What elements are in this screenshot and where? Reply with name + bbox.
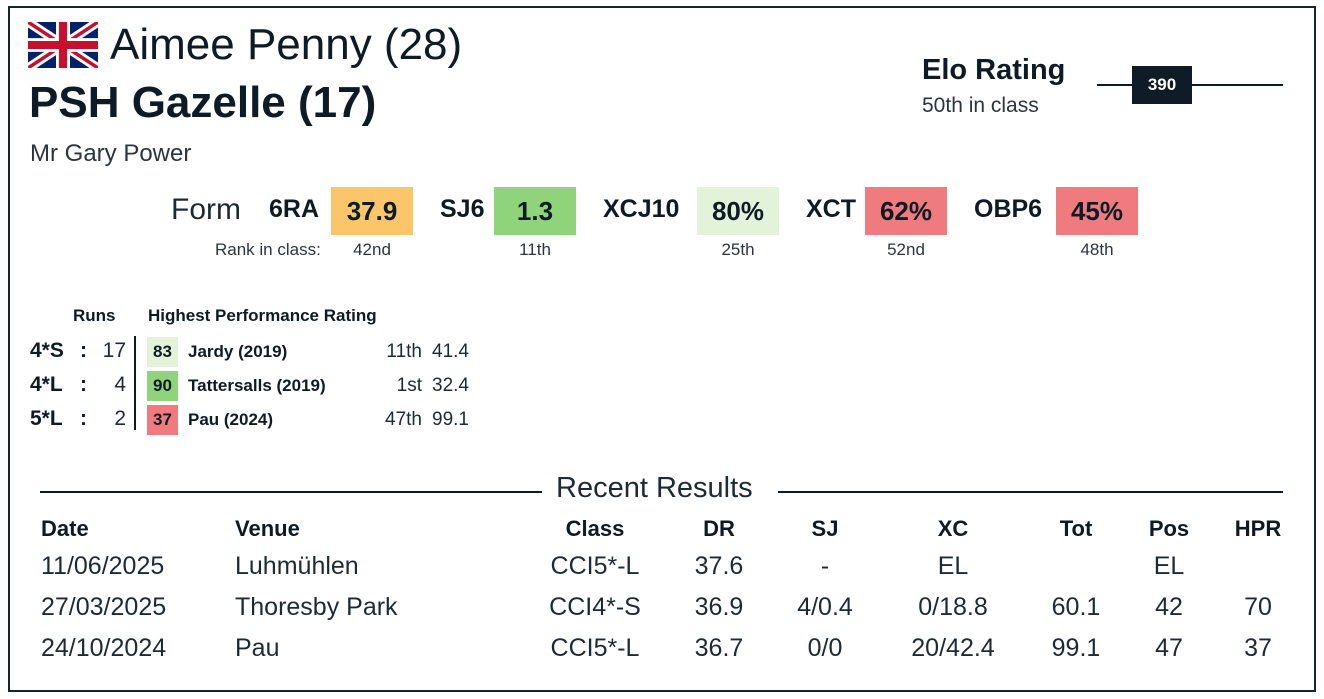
result-class: CCI5*-L — [550, 552, 640, 580]
result-pos: 42 — [1155, 593, 1183, 621]
form-key-xct: XCT — [806, 195, 856, 223]
result-dr: 36.9 — [694, 593, 744, 621]
col-header-sj: SJ — [811, 516, 839, 541]
result-xc: EL — [937, 552, 969, 580]
col-header-class: Class — [565, 516, 625, 541]
rider-name: Aimee Penny (28) — [110, 20, 463, 69]
hpr-penalties: 99.1 — [432, 409, 469, 430]
union-jack-flag-icon — [28, 22, 98, 68]
result-date: 11/06/2025 — [41, 552, 165, 580]
result-date: 24/10/2024 — [41, 634, 167, 662]
result-date: 27/03/2025 — [41, 593, 167, 621]
hpr-runs: 17 — [102, 339, 126, 362]
hpr-level: 5*L — [30, 407, 63, 430]
result-pos: EL — [1153, 552, 1185, 580]
result-xc: 20/42.4 — [911, 634, 995, 662]
form-key-6ra: 6RA — [269, 195, 320, 223]
profile-card — [8, 6, 1316, 692]
runs-header: Runs — [73, 306, 116, 325]
hpr-divider — [134, 336, 136, 430]
result-pos: 47 — [1155, 634, 1183, 662]
result-xc: 0/18.8 — [918, 593, 988, 621]
hpr-colon: : — [80, 373, 87, 396]
form-rank-sj6: 11th — [519, 240, 551, 259]
form-rank-xcj10: 25th — [721, 240, 755, 259]
hpr-colon: : — [80, 407, 87, 430]
hpr-penalties: 32.4 — [432, 375, 469, 396]
col-header-tot: Tot — [1059, 516, 1093, 541]
result-venue: Luhmühlen — [235, 552, 359, 580]
elo-title: Elo Rating — [922, 54, 1066, 86]
hpr-header: Highest Performance Rating — [148, 306, 377, 325]
form-value-obp6: 45% — [1056, 187, 1138, 235]
recent-results-rule-left — [40, 491, 542, 493]
elo-value-badge: 390 — [1132, 66, 1192, 104]
elo-rank: 50th in class — [922, 94, 1039, 117]
horse-name: PSH Gazelle (17) — [29, 78, 377, 127]
hpr-position: 1st — [396, 375, 422, 396]
owner-name: Mr Gary Power — [30, 140, 192, 167]
result-sj: - — [820, 552, 830, 580]
form-rank-6ra: 42nd — [353, 240, 391, 259]
result-class: CCI4*-S — [549, 593, 641, 621]
rank-in-class-label: Rank in class: — [215, 240, 321, 259]
result-tot: 99.1 — [1051, 634, 1101, 662]
form-key-sj6: SJ6 — [440, 195, 485, 223]
form-value-xcj10: 80% — [697, 187, 779, 235]
recent-results-rule-right — [778, 491, 1283, 493]
result-hpr: 37 — [1244, 634, 1272, 662]
form-key-obp6: OBP6 — [974, 195, 1043, 223]
form-value-sj6: 1.3 — [494, 187, 576, 235]
col-header-xc: XC — [937, 516, 969, 541]
hpr-runs: 4 — [114, 373, 126, 396]
hpr-level: 4*L — [30, 373, 63, 396]
result-tot: 60.1 — [1051, 593, 1101, 621]
form-label: Form — [171, 193, 241, 226]
hpr-event: Jardy (2019) — [188, 342, 288, 361]
form-rank-obp6: 48th — [1080, 240, 1114, 259]
result-sj: 0/0 — [807, 634, 843, 662]
result-sj: 4/0.4 — [797, 593, 853, 621]
result-dr: 36.7 — [694, 634, 744, 662]
hpr-colon: : — [80, 339, 87, 362]
form-value-6ra: 37.9 — [331, 187, 413, 235]
col-header-pos: Pos — [1148, 516, 1190, 541]
col-header-venue: Venue — [235, 516, 300, 541]
col-header-hpr: HPR — [1234, 516, 1282, 541]
hpr-score-badge: 83 — [147, 337, 178, 367]
result-venue: Thoresby Park — [235, 593, 398, 621]
form-rank-xct: 52nd — [887, 240, 925, 259]
hpr-level: 4*S — [30, 339, 64, 362]
recent-results-title: Recent Results — [556, 472, 753, 504]
col-header-date: Date — [41, 516, 89, 541]
result-venue: Pau — [235, 634, 280, 662]
hpr-score-badge: 37 — [147, 405, 178, 435]
hpr-position: 47th — [385, 409, 422, 430]
form-value-xct: 62% — [865, 187, 947, 235]
hpr-position: 11th — [386, 341, 422, 362]
col-header-dr: DR — [703, 516, 735, 541]
hpr-event: Pau (2024) — [188, 410, 274, 429]
hpr-score-badge: 90 — [147, 371, 178, 401]
result-hpr: 70 — [1244, 593, 1272, 621]
hpr-penalties: 41.4 — [432, 341, 469, 362]
hpr-runs: 2 — [114, 407, 126, 430]
result-class: CCI5*-L — [550, 634, 640, 662]
hpr-event: Tattersalls (2019) — [188, 376, 326, 395]
result-dr: 37.6 — [694, 552, 744, 580]
form-key-xcj10: XCJ10 — [603, 195, 680, 223]
